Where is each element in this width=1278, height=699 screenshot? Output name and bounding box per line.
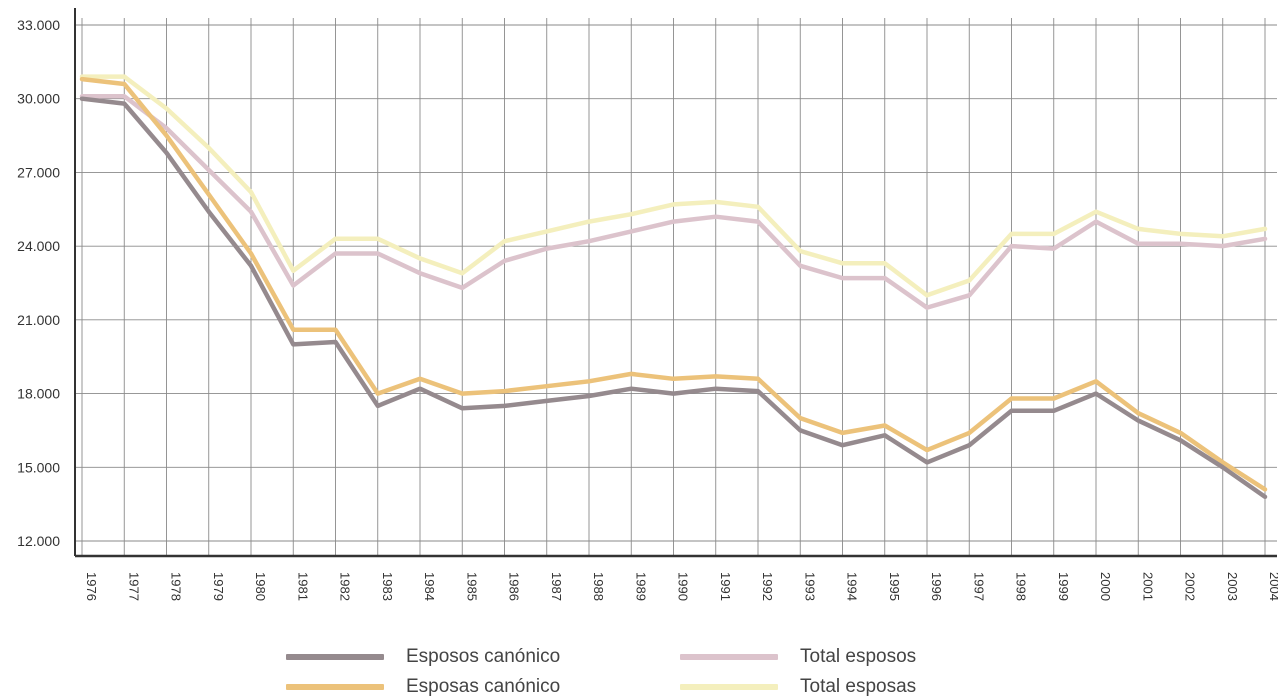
legend-item-esposos-canonico: Esposos canónico <box>286 646 560 668</box>
legend-label: Total esposas <box>800 676 917 697</box>
x-tick-label: 1985 <box>464 572 479 601</box>
legend-item-esposas-canonico: Esposas canónico <box>286 676 560 698</box>
legend-item-total-esposos: Total esposos <box>680 646 916 668</box>
x-tick-label: 1994 <box>845 572 860 601</box>
y-tick-label: 27.000 <box>17 164 60 180</box>
x-tick-label: 1984 <box>422 572 437 601</box>
y-tick-labels: 12.000 15.000 18.000 21.000 24.000 27.000 30.0… <box>17 17 60 549</box>
x-tick-label: 1998 <box>1014 572 1029 601</box>
legend: Esposos canónico Esposas canónico Total … <box>0 646 1278 699</box>
x-tick-label: 1981 <box>295 572 310 601</box>
legend-swatch <box>680 654 778 660</box>
x-tick-label: 1980 <box>253 572 268 601</box>
legend-label: Esposos canónico <box>406 646 561 667</box>
y-tick-label: 24.000 <box>17 238 60 254</box>
legend-swatch <box>680 684 778 690</box>
y-tick-label: 21.000 <box>17 312 60 328</box>
x-tick-label: 1978 <box>169 572 184 601</box>
x-tick-label: 1976 <box>84 572 99 601</box>
axes <box>74 8 1277 558</box>
series-line-total-esposos <box>79 94 1268 310</box>
x-tick-label: 1987 <box>549 572 564 601</box>
x-tick-label: 1983 <box>380 572 395 601</box>
y-tick-label: 12.000 <box>17 533 60 549</box>
x-tick-label: 1988 <box>591 572 606 601</box>
x-tick-label: 1999 <box>1056 572 1071 601</box>
x-tick-label: 2001 <box>1140 572 1155 601</box>
x-tick-label: 1989 <box>633 572 648 601</box>
series-line-total-esposas <box>79 74 1268 298</box>
x-tick-label: 2000 <box>1098 572 1113 601</box>
x-tick-label: 1986 <box>507 572 522 601</box>
x-tick-label: 1991 <box>718 572 733 601</box>
y-tick-label: 15.000 <box>17 459 60 475</box>
x-tick-label: 1990 <box>676 572 691 601</box>
x-tick-label: 1982 <box>338 572 353 601</box>
series-line-esposas-can-nico <box>79 76 1268 492</box>
x-tick-label: 1995 <box>887 572 902 601</box>
series-lines <box>79 74 1268 500</box>
y-tick-label: 30.000 <box>17 91 60 107</box>
legend-label: Total esposos <box>800 646 917 667</box>
x-tick-label: 2003 <box>1225 572 1240 601</box>
legend-swatch <box>286 684 384 690</box>
line-chart: 12.000 15.000 18.000 21.000 24.000 27.000 30.0… <box>17 8 1278 601</box>
x-tick-label: 2002 <box>1183 572 1198 601</box>
x-tick-label: 1977 <box>126 572 141 601</box>
x-tick-label: 1993 <box>802 572 817 601</box>
legend-label: Esposas canónico <box>406 676 561 697</box>
x-tick-labels: 1976 1977 1978 1979 1980 1981 1982 1983 1984 1985… <box>84 572 1278 601</box>
x-tick-label: 2004 <box>1267 572 1278 601</box>
x-tick-label: 1996 <box>929 572 944 601</box>
y-tick-label: 33.000 <box>17 17 60 33</box>
x-tick-label: 1997 <box>971 572 986 601</box>
y-tick-label: 18.000 <box>17 386 60 402</box>
x-tick-label: 1992 <box>760 572 775 601</box>
series-line-esposos-can-nico <box>79 96 1268 500</box>
legend-swatch <box>286 654 384 660</box>
legend-item-total-esposas: Total esposas <box>680 676 916 698</box>
x-tick-label: 1979 <box>211 572 226 601</box>
grid-lines <box>75 18 1277 556</box>
